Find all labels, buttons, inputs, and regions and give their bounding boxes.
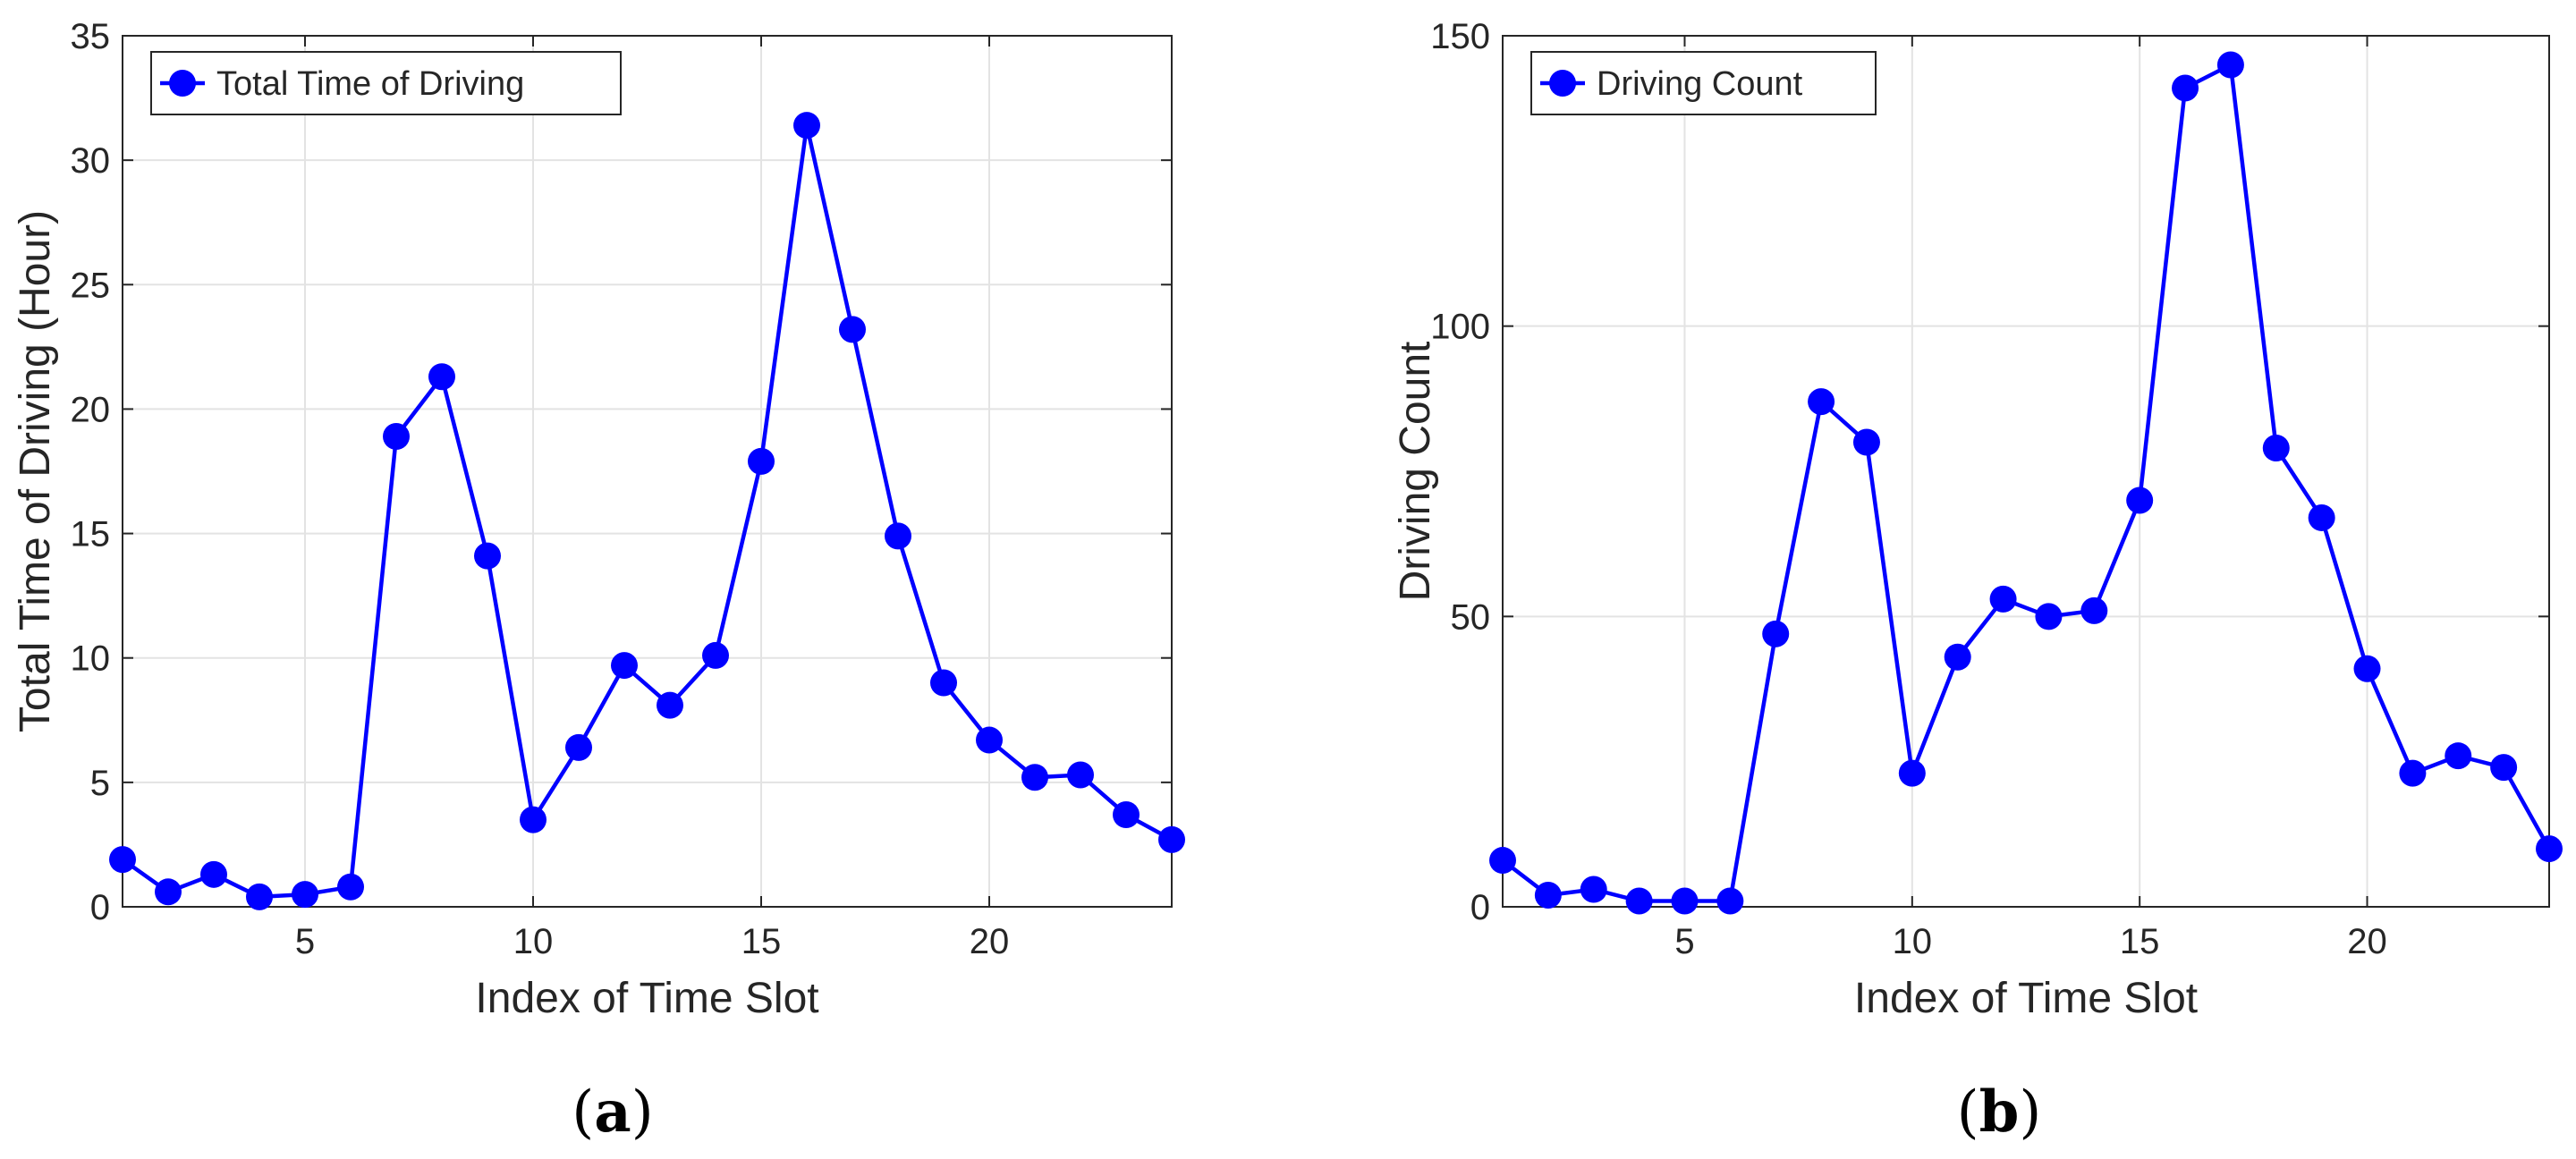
y-tick-label: 100 bbox=[1430, 308, 1490, 347]
x-axis-label: Index of Time Slot bbox=[1854, 975, 2198, 1022]
data-point bbox=[337, 873, 364, 901]
data-point bbox=[657, 691, 683, 719]
data-point bbox=[1944, 643, 1971, 671]
y-tick-label: 50 bbox=[1451, 597, 1491, 637]
data-point bbox=[246, 883, 273, 910]
data-point bbox=[839, 316, 866, 343]
data-point bbox=[1534, 882, 1562, 909]
y-tick-label: 25 bbox=[71, 266, 111, 305]
marker-group bbox=[109, 112, 1185, 910]
data-point bbox=[1580, 876, 1607, 903]
x-tick-label: 10 bbox=[513, 922, 554, 961]
y-tick-label: 0 bbox=[90, 888, 110, 927]
data-point bbox=[155, 878, 182, 906]
data-point bbox=[2172, 74, 2199, 102]
data-point bbox=[702, 641, 729, 669]
y-tick-label: 5 bbox=[90, 764, 110, 803]
data-point bbox=[2353, 655, 2381, 682]
data-point bbox=[2080, 596, 2108, 624]
data-point bbox=[1158, 825, 1185, 853]
x-tick-label: 15 bbox=[741, 922, 782, 961]
legend-box bbox=[1530, 51, 1877, 115]
data-point bbox=[292, 881, 318, 909]
y-tick-label: 0 bbox=[1470, 888, 1490, 927]
x-tick-label: 20 bbox=[970, 922, 1010, 961]
data-point bbox=[1625, 887, 1653, 915]
data-point bbox=[2445, 742, 2472, 770]
legend: Driving Count bbox=[1530, 51, 1877, 115]
x-tick-label: 5 bbox=[295, 922, 315, 961]
data-point bbox=[2308, 503, 2335, 531]
data-point bbox=[2216, 51, 2244, 79]
data-point bbox=[1716, 887, 1744, 915]
y-tick-label: 150 bbox=[1430, 17, 1490, 56]
data-point bbox=[2536, 835, 2563, 863]
legend-label: Total Time of Driving bbox=[216, 65, 524, 103]
legend-box bbox=[150, 51, 622, 115]
x-tick-label: 5 bbox=[1674, 922, 1694, 961]
data-point bbox=[2262, 435, 2290, 462]
legend-label: Driving Count bbox=[1597, 65, 1803, 103]
x-tick-label: 20 bbox=[2347, 922, 2387, 961]
data-point bbox=[1898, 759, 1926, 787]
data-point bbox=[565, 733, 592, 761]
data-point bbox=[930, 669, 957, 697]
data-point bbox=[428, 363, 455, 391]
legend-marker bbox=[1549, 70, 1576, 97]
data-point bbox=[2490, 754, 2518, 782]
data-point bbox=[2126, 486, 2154, 514]
data-point bbox=[2035, 603, 2063, 630]
y-tick-label: 20 bbox=[71, 390, 111, 429]
legend: Total Time of Driving bbox=[150, 51, 622, 115]
data-point bbox=[109, 846, 136, 874]
y-tick-label: 30 bbox=[71, 141, 111, 181]
data-point bbox=[793, 112, 820, 140]
data-point bbox=[520, 806, 547, 833]
y-tick-label: 15 bbox=[71, 515, 111, 554]
chart-panel-a: 5 10 15 20 0 5 10 15 20 25 30 35 Index of Time Slot… bbox=[12, 17, 1185, 1146]
panel-caption-a: (a) bbox=[572, 1079, 653, 1146]
data-point bbox=[1671, 887, 1699, 915]
data-point bbox=[474, 542, 501, 570]
data-point bbox=[1989, 585, 2017, 613]
data-point bbox=[976, 726, 1003, 754]
data-point bbox=[1852, 428, 1880, 456]
y-tick-label: 35 bbox=[71, 17, 111, 56]
data-point bbox=[1067, 761, 1094, 789]
y-tick-label: 10 bbox=[71, 639, 111, 679]
plot-area bbox=[122, 35, 1173, 908]
plot-area bbox=[1502, 35, 2550, 908]
data-point bbox=[1808, 388, 1835, 416]
data-point bbox=[748, 447, 775, 475]
data-point bbox=[1762, 620, 1790, 647]
marker-group bbox=[1489, 51, 2563, 915]
data-point bbox=[1021, 764, 1048, 791]
data-point bbox=[200, 860, 227, 888]
data-point bbox=[2399, 759, 2427, 787]
y-axis-label: Total Time of Driving (Hour) bbox=[12, 210, 59, 732]
chart-panel-b: 5 10 15 20 0 50 100 150 Index of Time Slot Driv… bbox=[1392, 17, 2563, 1146]
data-point bbox=[1489, 847, 1516, 875]
x-tick-label: 10 bbox=[1893, 922, 1933, 961]
y-axis-label: Driving Count bbox=[1392, 342, 1439, 602]
x-axis-label: Index of Time Slot bbox=[475, 975, 818, 1022]
tick-group: 5 10 15 20 0 5 10 15 20 25 30 35 bbox=[71, 17, 1172, 961]
panel-caption-b: (b) bbox=[1957, 1079, 2042, 1146]
data-point bbox=[885, 522, 911, 550]
data-point bbox=[611, 652, 638, 680]
x-tick-label: 15 bbox=[2120, 922, 2160, 961]
data-point bbox=[1113, 801, 1140, 829]
data-point bbox=[383, 423, 410, 451]
legend-marker bbox=[169, 70, 196, 97]
